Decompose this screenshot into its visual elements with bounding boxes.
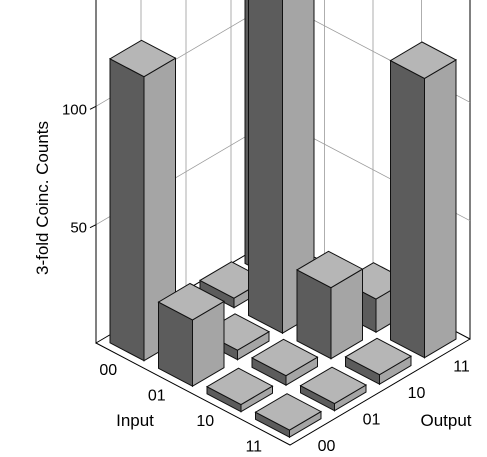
bar — [295, 250, 364, 360]
y-axis-label: Output — [420, 411, 471, 430]
bar-face-top — [108, 39, 177, 78]
bar-face-top — [295, 250, 364, 289]
bar-face-top — [389, 41, 458, 79]
bar — [157, 282, 226, 388]
bar-face-left — [109, 57, 145, 362]
bar-face-top — [157, 282, 226, 321]
x-tick-label: 00 — [99, 362, 117, 379]
bar-face-right — [424, 59, 457, 359]
bar-face-top — [299, 366, 368, 405]
z-tick — [89, 105, 97, 110]
bar — [254, 393, 323, 439]
z-tick — [89, 224, 97, 229]
x-tick-label: 11 — [245, 438, 262, 455]
chart-labels: 3-fold Coinc. Counts Input Output 501001… — [33, 101, 472, 455]
bar-face-left — [248, 0, 283, 335]
y-tick-label: 01 — [363, 411, 381, 428]
bar — [205, 367, 274, 413]
bar-face-left — [390, 59, 425, 359]
bar-face-top — [344, 337, 413, 376]
bar — [389, 41, 458, 359]
bar-face-top — [205, 367, 274, 406]
bar — [299, 366, 368, 412]
bar — [108, 39, 177, 362]
z-axis-label: 3-fold Coinc. Counts — [33, 121, 52, 275]
x-tick-label: 01 — [148, 387, 166, 404]
chart-bars — [108, 0, 458, 439]
floor-edge — [95, 338, 471, 446]
bar — [344, 337, 413, 386]
y-tick-label: 10 — [408, 385, 426, 402]
y-tick-label: 00 — [318, 438, 336, 455]
z-tick-label: 100 — [62, 101, 87, 118]
bar-face-top — [250, 338, 319, 377]
x-axis-label: Input — [116, 411, 154, 430]
bar-face-top — [254, 393, 323, 431]
z-tick-label: 50 — [70, 220, 87, 237]
x-tick-label: 10 — [196, 413, 214, 430]
bar — [250, 338, 319, 387]
y-tick-label: 11 — [453, 358, 470, 375]
